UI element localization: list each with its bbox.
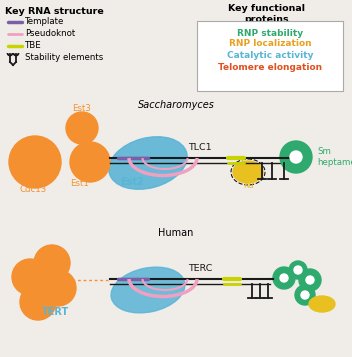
FancyBboxPatch shape <box>197 21 343 91</box>
Text: TERT: TERT <box>42 307 69 317</box>
Circle shape <box>280 274 288 282</box>
Circle shape <box>12 259 48 295</box>
Circle shape <box>290 151 302 163</box>
Text: Template: Template <box>25 17 64 26</box>
Text: Cdc13: Cdc13 <box>19 185 46 194</box>
Circle shape <box>280 141 312 173</box>
Ellipse shape <box>233 161 263 183</box>
Text: RNP stability: RNP stability <box>237 29 303 37</box>
Ellipse shape <box>309 296 335 312</box>
Text: Est1: Est1 <box>70 179 89 188</box>
Ellipse shape <box>109 137 187 189</box>
Circle shape <box>9 136 61 188</box>
Text: Sm
heptamer: Sm heptamer <box>317 147 352 167</box>
Circle shape <box>306 276 314 284</box>
Circle shape <box>295 285 315 305</box>
Text: Key functional
proteins: Key functional proteins <box>228 4 306 24</box>
Circle shape <box>66 112 98 144</box>
Text: Pseudoknot: Pseudoknot <box>25 30 75 39</box>
Text: Key RNA structure: Key RNA structure <box>5 7 104 16</box>
Circle shape <box>299 269 321 291</box>
Text: Telomere elongation: Telomere elongation <box>218 62 322 71</box>
Text: RNP localization: RNP localization <box>229 40 311 49</box>
Text: Human: Human <box>158 228 194 238</box>
Circle shape <box>301 291 309 299</box>
Text: Est3: Est3 <box>73 104 92 113</box>
Text: Est2: Est2 <box>120 177 144 187</box>
Text: Ku: Ku <box>243 181 253 190</box>
Text: Saccharomyces: Saccharomyces <box>138 100 214 110</box>
Circle shape <box>294 266 302 274</box>
Circle shape <box>20 284 56 320</box>
Text: TERC: TERC <box>188 264 212 273</box>
Text: Catalytic activity: Catalytic activity <box>227 51 313 60</box>
Circle shape <box>273 267 295 289</box>
Circle shape <box>40 270 76 306</box>
Text: TBE: TBE <box>25 41 42 50</box>
Circle shape <box>34 245 70 281</box>
Text: Stability elements: Stability elements <box>25 54 103 62</box>
Circle shape <box>289 261 307 279</box>
Text: TLC1: TLC1 <box>188 143 212 152</box>
Ellipse shape <box>111 267 185 313</box>
Circle shape <box>70 142 110 182</box>
